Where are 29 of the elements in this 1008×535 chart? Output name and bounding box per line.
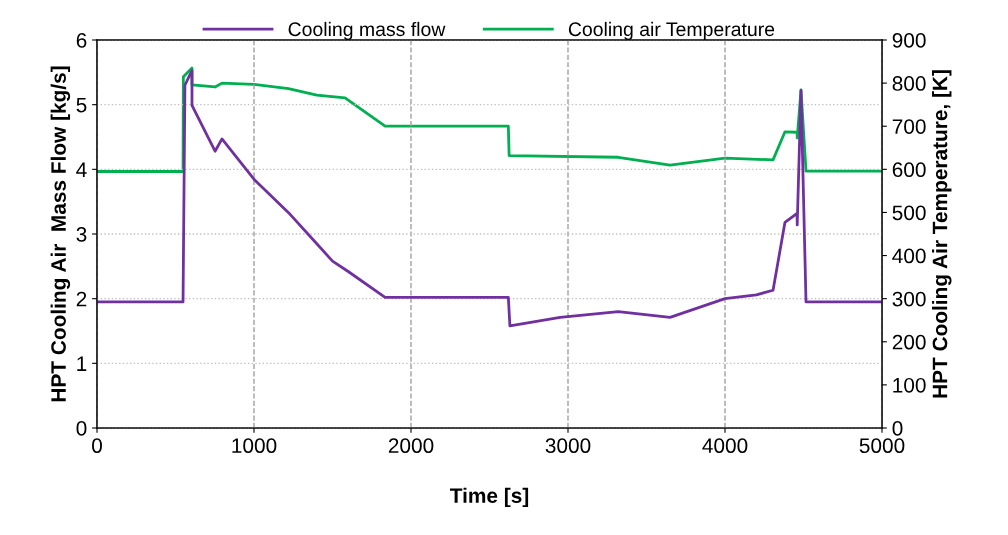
y2-axis-title: HPT Cooling Air Temperature, [K] [932, 70, 952, 398]
y-tick-label: 1 [77, 356, 87, 371]
y2-tick-label: 700 [892, 119, 926, 134]
y2-tick-label: 200 [892, 334, 926, 350]
y-tick-label: 2 [76, 291, 87, 307]
legend-label: Cooling mass flow [288, 21, 446, 40]
y2-tick-label: 0 [892, 421, 903, 436]
y-tick-label: 0 [76, 421, 87, 436]
y2-tick-label: 600 [892, 162, 926, 178]
y-axis-title: HPT Cooling Air Mass Flow [kg/s] [50, 66, 71, 402]
y-tick-label: 3 [76, 227, 87, 242]
y2-tick-label: 400 [892, 248, 926, 264]
x-tick-label: 2000 [388, 438, 434, 454]
x-axis-title: Time [s] [449, 487, 529, 508]
y2-tick-label: 900 [892, 33, 926, 48]
x-tick-label: 5000 [859, 438, 905, 454]
y-tick-label: 4 [76, 162, 87, 177]
x-tick-label: 3000 [545, 438, 591, 454]
line-series [97, 69, 882, 328]
y2-tick-label: 800 [892, 76, 926, 91]
y2-tick-label: 100 [893, 377, 926, 393]
y2-tick-label: 300 [892, 291, 926, 307]
y2-tick-label: 500 [892, 205, 926, 221]
legend-label: Cooling air Temperature [568, 21, 775, 40]
x-tick-label: 4000 [702, 438, 748, 454]
y-tick-label: 6 [76, 33, 87, 48]
x-tick-label: 1000 [232, 438, 277, 454]
y-tick-label: 5 [76, 97, 87, 113]
x-tick-label: 0 [92, 438, 102, 454]
